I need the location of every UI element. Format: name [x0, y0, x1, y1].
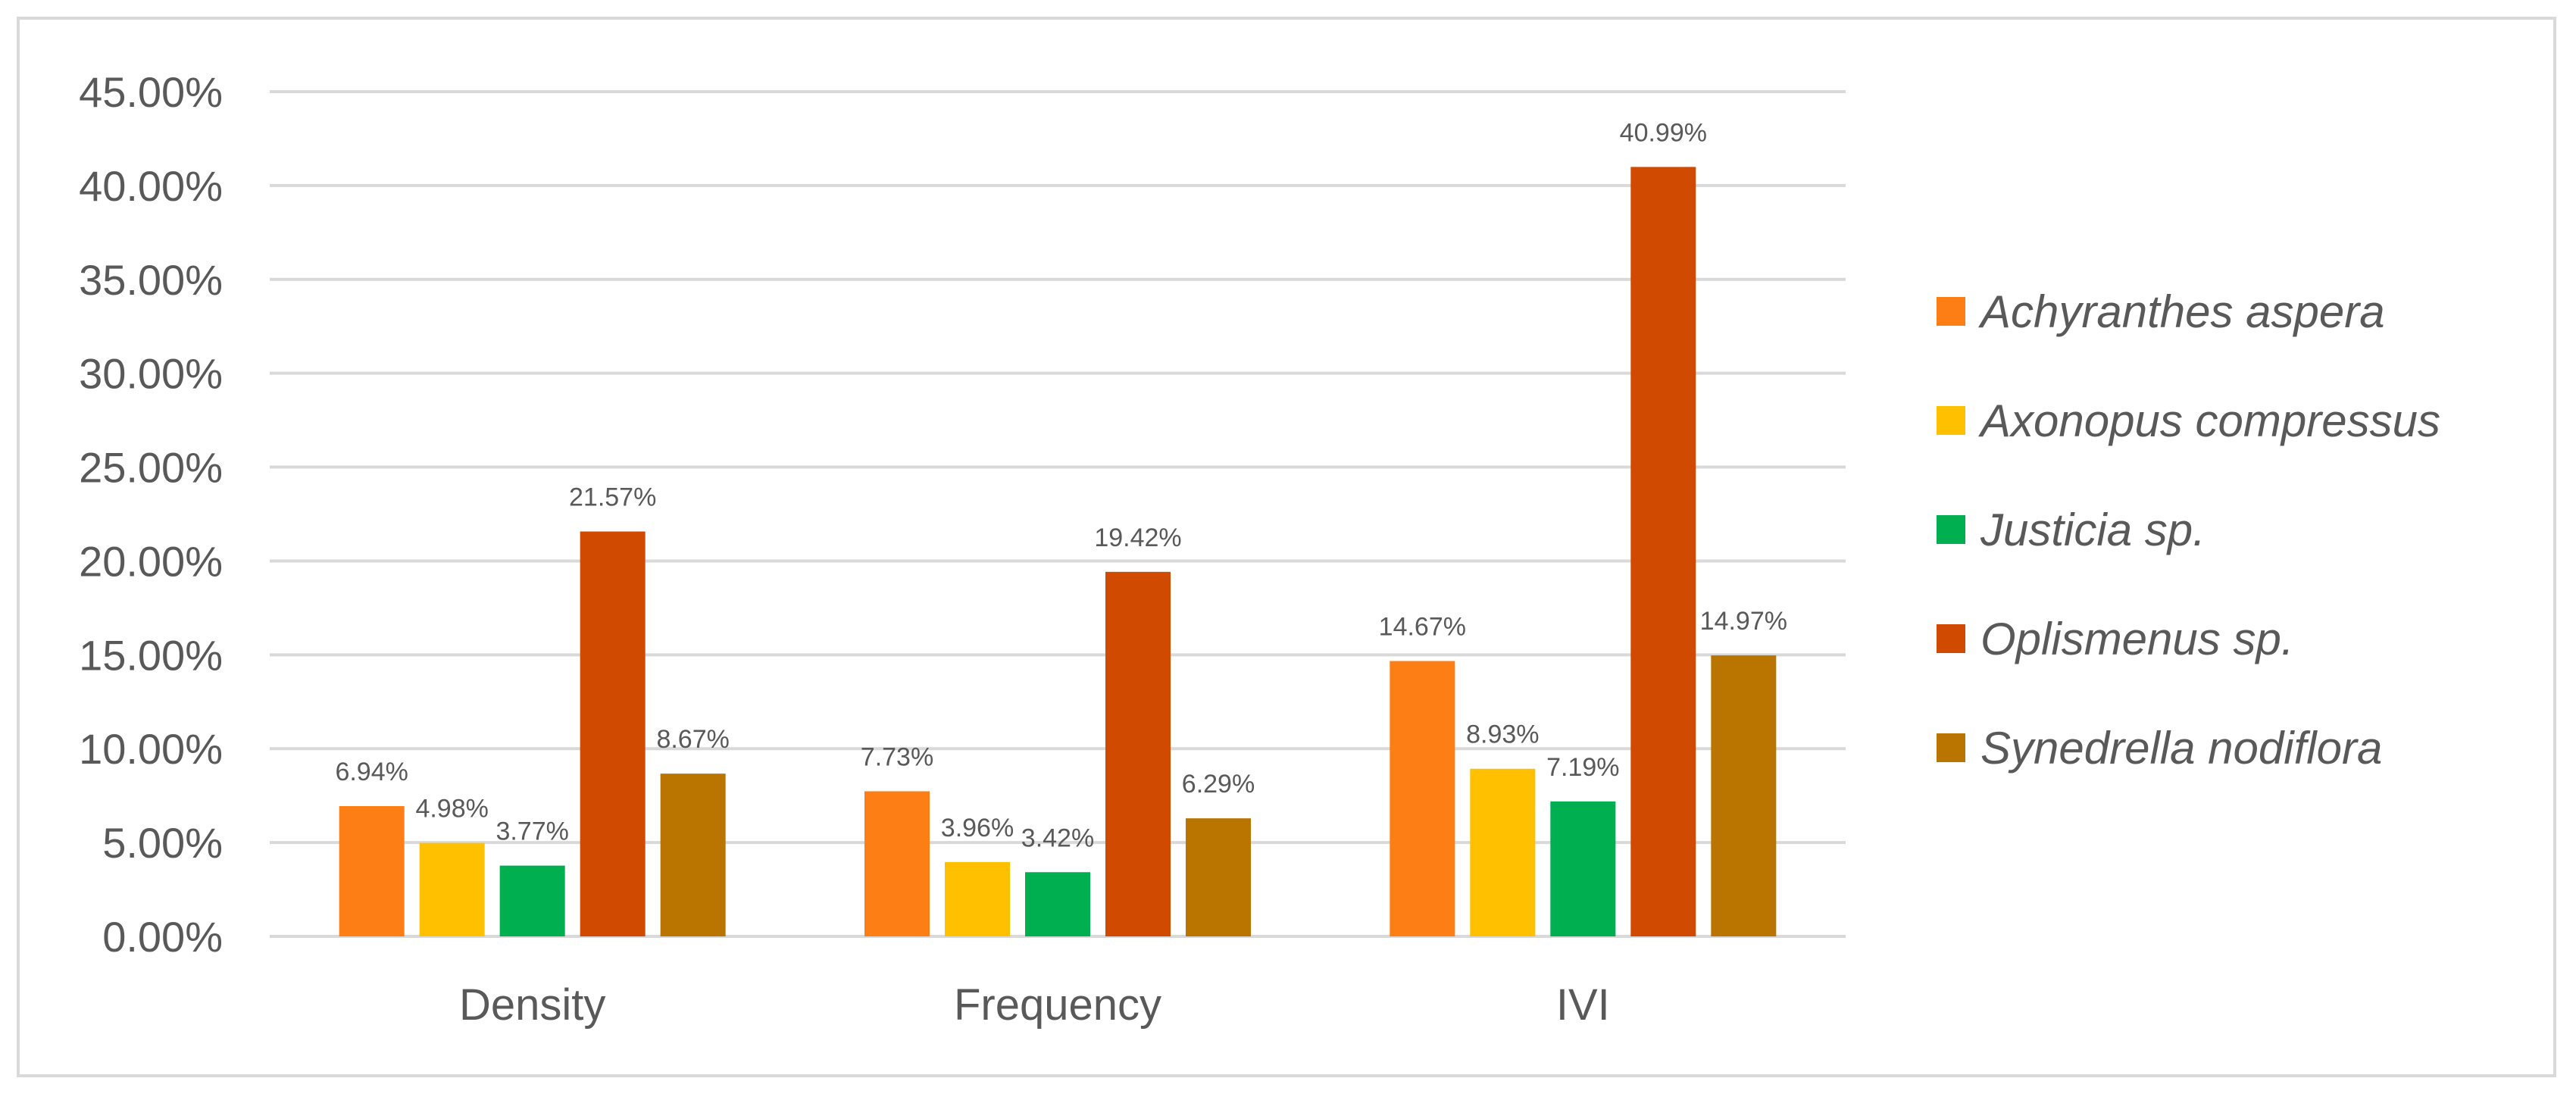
- bar: [1711, 655, 1777, 936]
- data-label: 8.67%: [656, 725, 729, 754]
- y-tick-label: 20.00%: [79, 537, 223, 585]
- x-axis-category-labels: Density Frequency IVI: [459, 980, 1610, 1030]
- legend-swatch: [1937, 515, 1965, 544]
- legend-swatch: [1937, 297, 1965, 326]
- legend-item: Justicia sp.: [1937, 505, 2206, 555]
- gridlines: [270, 90, 1846, 938]
- legend-swatch: [1937, 406, 1965, 435]
- data-label: 14.97%: [1700, 607, 1787, 636]
- chart-frame: 0.00% 5.00% 10.00% 15.00% 20.00% 25.00% 30.00%…: [17, 17, 2556, 1077]
- data-label: 14.67%: [1379, 613, 1466, 642]
- legend-item: Axonopus compressus: [1937, 395, 2440, 446]
- bar: [864, 791, 930, 936]
- data-label: 6.94%: [335, 758, 408, 786]
- y-axis-tick-labels: 0.00% 5.00% 10.00% 15.00% 20.00% 25.00% 30.00%…: [79, 68, 223, 961]
- bar: [1390, 661, 1455, 936]
- bar: [1630, 167, 1696, 936]
- data-label: 6.29%: [1182, 770, 1255, 799]
- legend: Achyranthes aspera Axonopus compressus Jus…: [1937, 286, 2440, 774]
- data-labels: 6.94%4.98% 3.77% 21.57% 8.67% 7.73% 3.96% 3.42…: [335, 118, 1787, 852]
- bar-chart: 0.00% 5.00% 10.00% 15.00% 20.00% 25.00% 30.00%…: [79, 68, 2440, 1030]
- y-tick-label: 25.00%: [79, 444, 223, 492]
- legend-swatch: [1937, 733, 1965, 762]
- bar: [945, 861, 1010, 936]
- legend-swatch: [1937, 624, 1965, 653]
- x-category-label: Density: [459, 980, 605, 1030]
- data-label: 7.19%: [1546, 753, 1619, 782]
- data-label: 4.98%: [415, 795, 488, 824]
- data-label: 3.96%: [941, 814, 1014, 842]
- legend-label: Achyranthes aspera: [1978, 286, 2385, 337]
- legend-item: Achyranthes aspera: [1937, 286, 2385, 337]
- legend-item: Oplismenus sp.: [1937, 614, 2294, 664]
- bar: [1186, 818, 1251, 936]
- x-category-label: IVI: [1556, 980, 1610, 1030]
- y-tick-label: 5.00%: [102, 819, 223, 867]
- legend-label: Synedrella nodiflora: [1980, 723, 2382, 774]
- data-label: 21.57%: [569, 483, 656, 512]
- bar: [660, 774, 726, 936]
- y-tick-label: 10.00%: [79, 725, 223, 773]
- data-label: 3.42%: [1021, 824, 1094, 852]
- data-label: 3.77%: [496, 817, 568, 846]
- y-tick-label: 35.00%: [79, 256, 223, 304]
- data-label: 19.42%: [1094, 523, 1181, 552]
- y-tick-label: 45.00%: [79, 68, 223, 116]
- legend-item: Synedrella nodiflora: [1937, 723, 2382, 774]
- x-category-label: Frequency: [954, 980, 1161, 1030]
- legend-label: Axonopus compressus: [1978, 395, 2440, 446]
- y-tick-label: 30.00%: [79, 350, 223, 398]
- bars: [339, 167, 1777, 936]
- data-label: 7.73%: [861, 742, 933, 771]
- legend-label: Justicia sp.: [1980, 505, 2206, 555]
- bar: [419, 842, 485, 936]
- bar: [580, 531, 646, 936]
- bar: [499, 865, 565, 936]
- legend-label: Oplismenus sp.: [1980, 614, 2294, 664]
- bar: [1550, 801, 1616, 936]
- data-label: 40.99%: [1620, 118, 1707, 147]
- bar: [1025, 872, 1090, 936]
- bar: [1105, 571, 1171, 936]
- y-tick-label: 40.00%: [79, 162, 223, 210]
- y-tick-label: 0.00%: [102, 913, 223, 961]
- bar: [339, 806, 405, 936]
- bar: [1470, 768, 1536, 936]
- y-tick-label: 15.00%: [79, 631, 223, 679]
- data-label: 8.93%: [1466, 720, 1539, 749]
